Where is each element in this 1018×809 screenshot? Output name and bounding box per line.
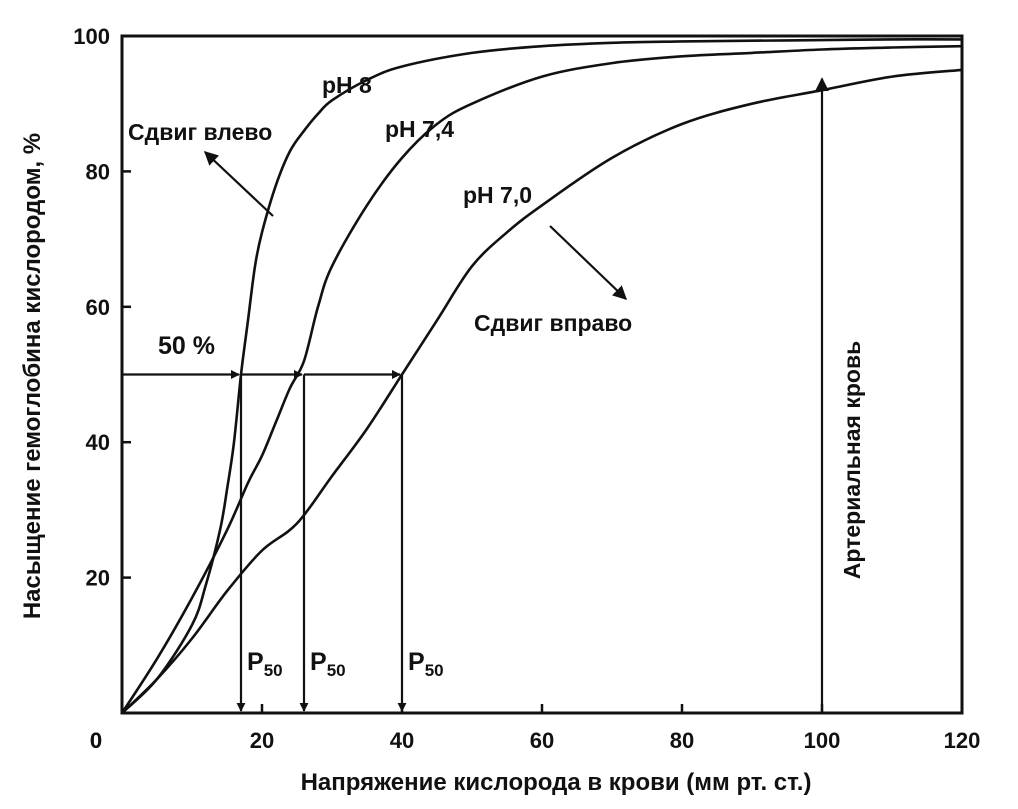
right-shift-label: Сдвиг вправо [474,310,632,336]
left-shift-arrow [203,151,274,217]
series-label-3: pH 7,0 [463,182,532,208]
x-axis-title: Напряжение кислорода в крови (мм рт. ст.… [301,769,812,796]
x-tick-label: 40 [390,728,414,753]
y-tick-label: 40 [86,430,110,455]
arterial-blood-label: Артериальная кровь [839,341,865,580]
y-tick-label: 100 [73,24,110,49]
right-shift-arrow [549,225,628,300]
y-tick-label: 20 [86,566,110,591]
x-tick-label: 100 [804,728,841,753]
p50-label-1: P50 [247,648,283,680]
series-line-2 [120,44,963,714]
y-tick-label: 60 [86,295,110,320]
x-tick-label: 0 [90,728,102,753]
left-shift-label: Сдвиг влево [128,119,272,145]
x-tick-label: 20 [250,728,274,753]
half-saturation-label: 50 % [158,332,215,360]
series-line-1 [121,38,963,714]
series-label-1: pH 8 [322,72,372,98]
y-axis-title: Насыщение гемоглобина кислородом, % [19,133,46,619]
p50-label-2: P50 [310,648,346,680]
series-label-2: pH 7,4 [385,116,454,142]
x-tick-label: 80 [670,728,694,753]
y-tick-label: 80 [86,159,110,184]
x-tick-label: 120 [944,728,981,753]
series-line-3 [121,68,963,714]
x-tick-label: 60 [530,728,554,753]
p50-label-3: P50 [408,648,444,680]
origin-label: 0 [90,728,102,753]
